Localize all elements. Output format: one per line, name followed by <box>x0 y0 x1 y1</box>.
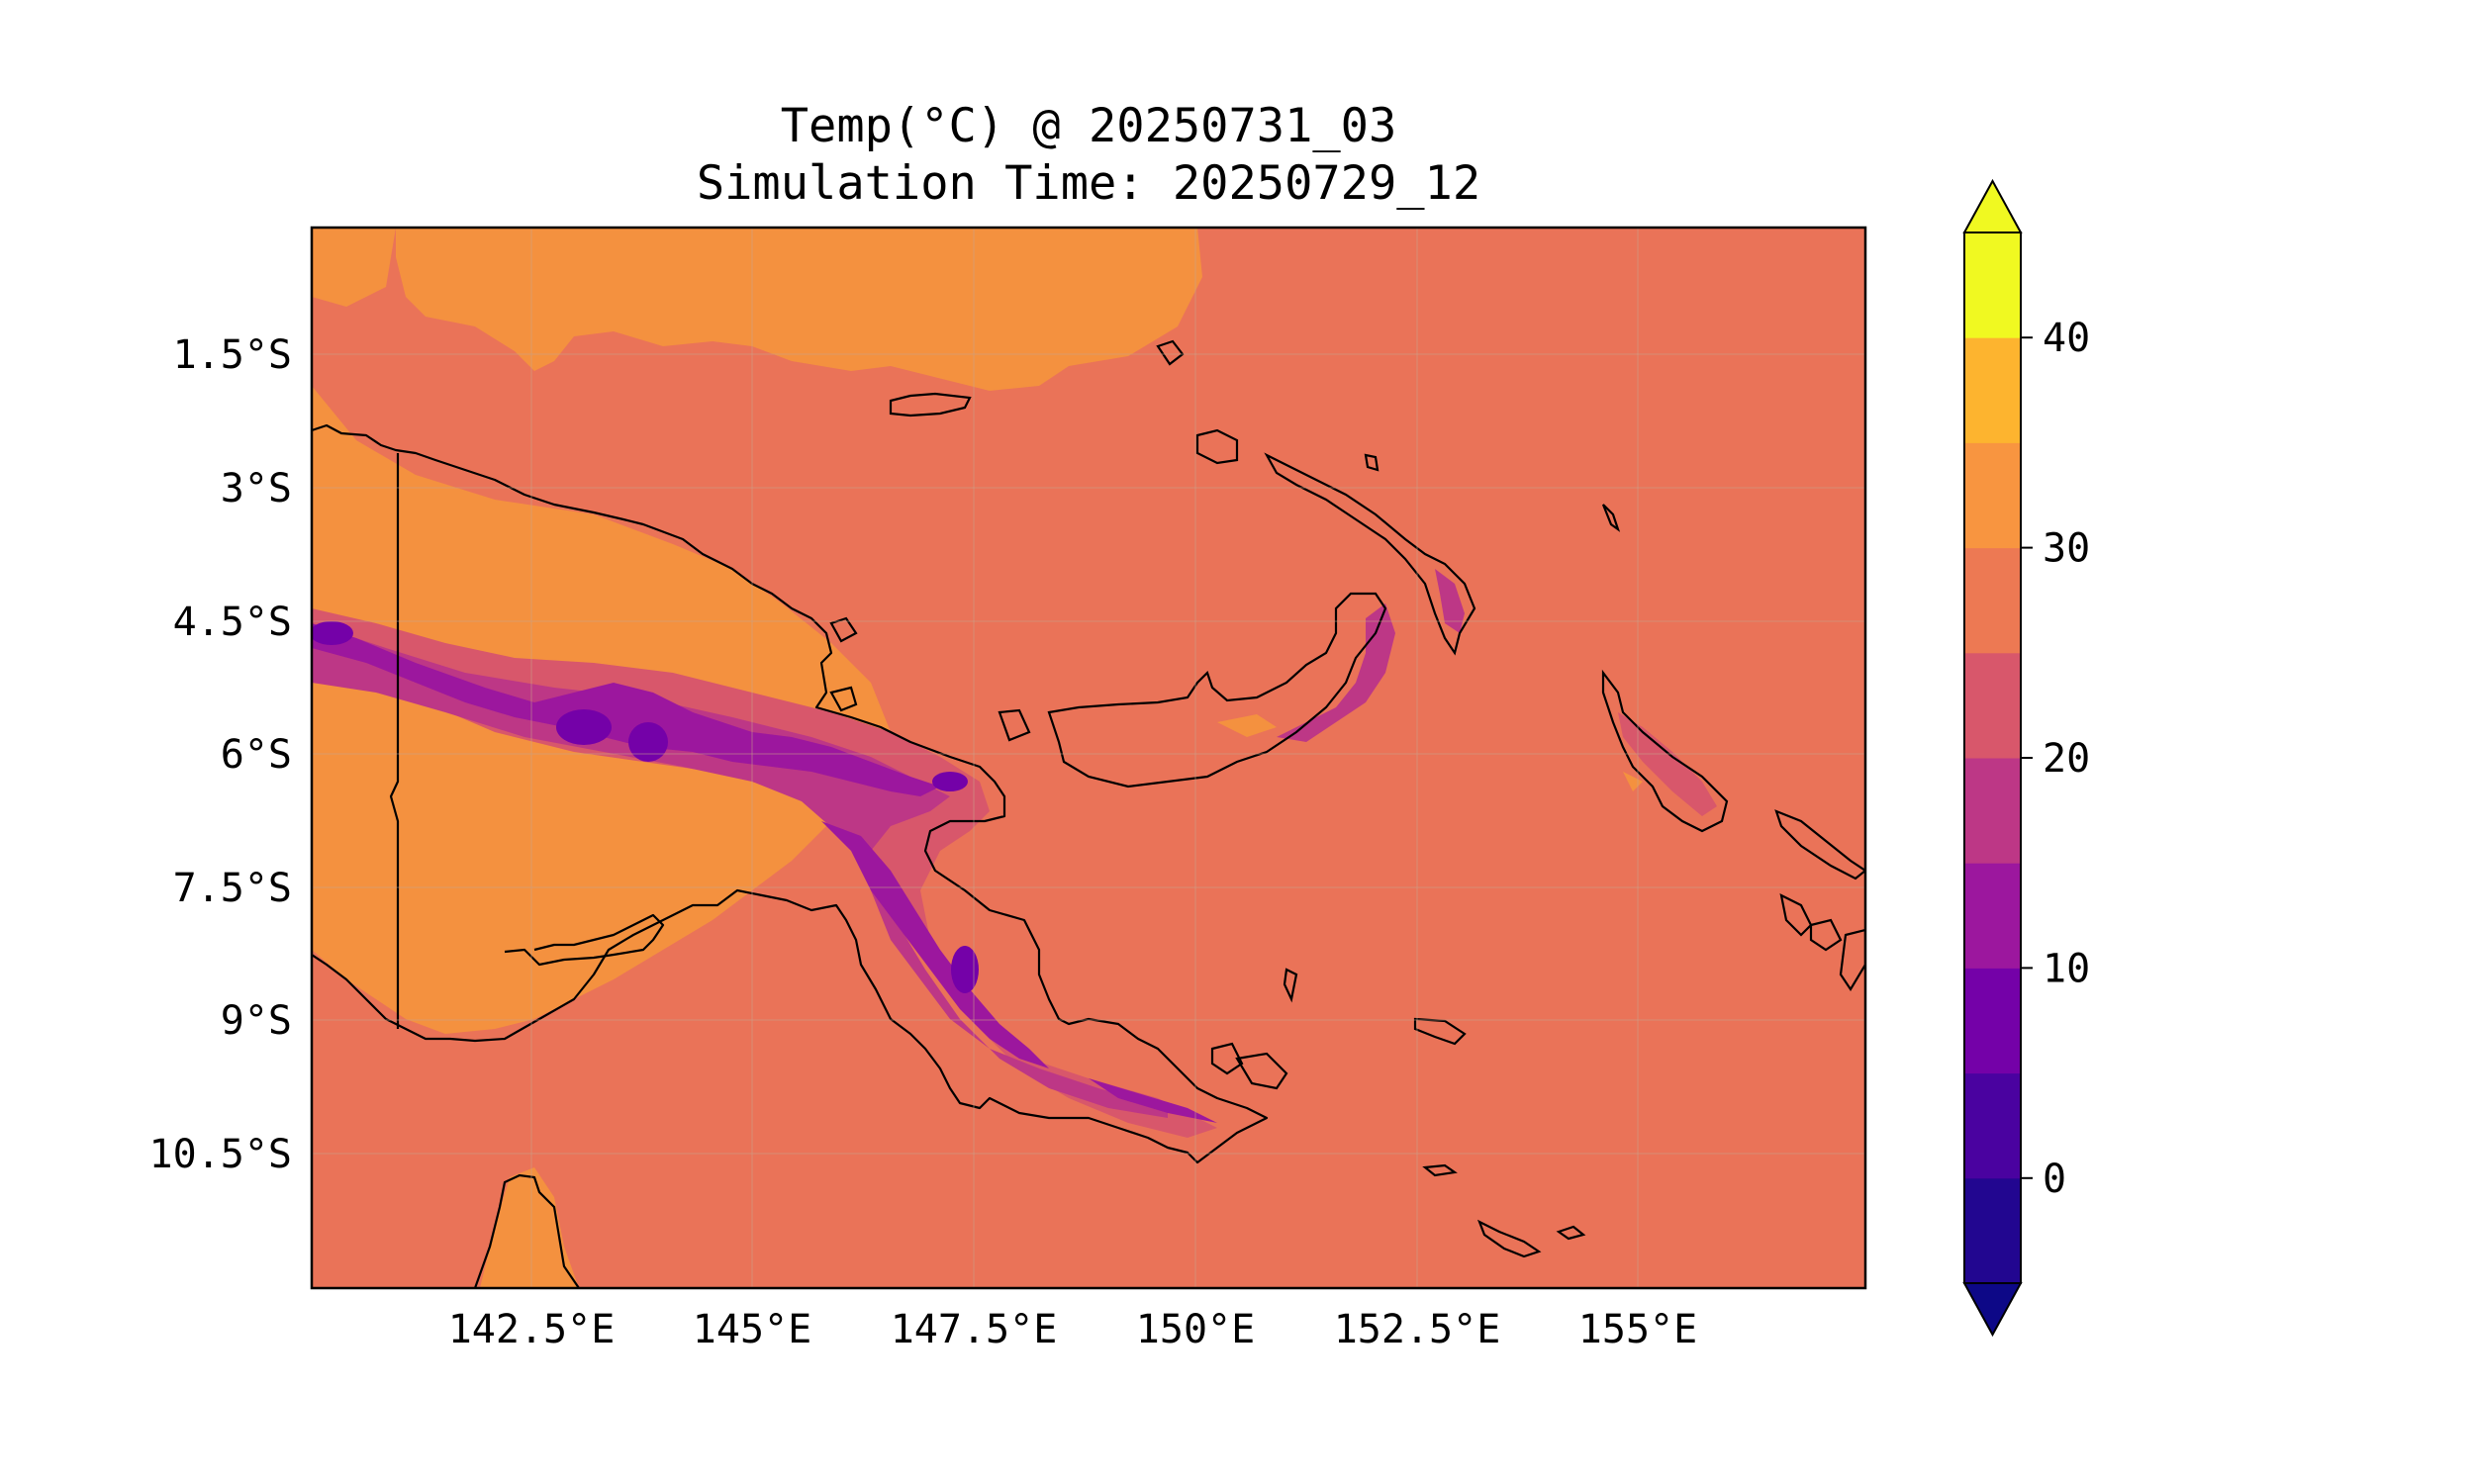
y-tick-label: 6°S <box>221 732 292 778</box>
colorbar-tick-label: 30 <box>2043 526 2090 572</box>
misima-island <box>1422 1163 1458 1177</box>
coastlines <box>312 339 1865 1288</box>
new-guinea-north-coast <box>312 423 1269 1164</box>
islet-d <box>1283 968 1298 1003</box>
gridlines <box>312 228 1865 1288</box>
trobriand-island <box>1210 1042 1244 1075</box>
y-tick-label: 3°S <box>221 466 292 511</box>
colorbar-segment <box>1964 863 2021 969</box>
gulf-rivers <box>504 913 665 967</box>
y-tick-label: 7.5°S <box>173 866 292 911</box>
map-title: Temp(°C) @ 20250731_03 <box>780 99 1397 153</box>
woodlark-island <box>1413 1017 1467 1046</box>
colorbar-tick-label: 0 <box>2043 1157 2066 1202</box>
x-axis-ticks: 142.5°E 145°E 147.5°E 150°E 152.5°E 155°… <box>448 1307 1698 1352</box>
y-tick-label: 10.5°S <box>149 1132 293 1177</box>
x-tick-label: 155°E <box>1578 1307 1697 1352</box>
colorbar-extend-under <box>1962 1282 2023 1338</box>
y-axis-ticks: 1.5°S 3°S 4.5°S 6°S 7.5°S 9°S 10.5°S <box>149 332 293 1177</box>
y-tick-label: 9°S <box>221 998 292 1044</box>
x-tick-label: 150°E <box>1136 1307 1255 1352</box>
x-tick-label: 147.5°E <box>891 1307 1058 1352</box>
cold-peak <box>951 946 979 993</box>
rossel-island <box>1556 1225 1586 1241</box>
islet-b <box>829 686 858 712</box>
cold-peak <box>556 709 612 745</box>
x-tick-label: 145°E <box>693 1307 811 1352</box>
louisiade-island <box>1476 1219 1542 1258</box>
map-subtitle: Simulation Time: 20250729_12 <box>696 156 1481 211</box>
cold-peak <box>932 772 968 791</box>
dentrecasteaux-island <box>1235 1052 1288 1090</box>
highland-core <box>312 623 940 796</box>
colorbar-segment <box>1964 547 2021 654</box>
colorbar-tick-label: 10 <box>2043 946 2090 991</box>
bougainville-coast <box>1601 669 1729 833</box>
colorbar-extend-over <box>1962 178 2023 233</box>
new-ireland-highlands <box>1435 569 1465 633</box>
colorbar-tick-label: 40 <box>2043 316 2090 361</box>
islet-g <box>1364 453 1380 472</box>
solomon-island-a <box>1774 809 1865 881</box>
highland-band-25 <box>312 608 1217 1138</box>
new-ireland-coast <box>1264 452 1476 656</box>
map-frame <box>310 226 1867 1290</box>
solomon-island-b <box>1779 893 1813 937</box>
cape-york-coast <box>473 1173 580 1288</box>
x-tick-label: 152.5°E <box>1334 1307 1501 1352</box>
cold-peak <box>628 722 668 762</box>
new-britain-warm-coast <box>1217 714 1277 737</box>
colorbar-segment <box>1964 652 2021 759</box>
temperature-field <box>312 228 1865 1288</box>
colorbar-segment <box>1964 442 2021 549</box>
islet-f <box>829 616 858 643</box>
biak-island <box>889 392 972 417</box>
warm-band-north-west <box>312 228 396 307</box>
manus-island <box>1195 428 1239 465</box>
colorbar-segment <box>1964 232 2021 338</box>
bougainville-highlands <box>1618 712 1717 816</box>
colorbar-segment <box>1964 1072 2021 1179</box>
cold-peak <box>312 621 353 645</box>
colorbar-segment <box>1964 758 2021 864</box>
highland-core-ridge <box>821 821 1049 1068</box>
solomon-island-c <box>1809 918 1843 952</box>
y-tick-label: 4.5°S <box>173 600 292 645</box>
x-tick-label: 142.5°E <box>448 1307 616 1352</box>
new-britain-highlands <box>1277 603 1395 742</box>
border-line <box>389 453 400 1029</box>
colorbar-segment <box>1964 968 2021 1074</box>
new-britain-coast <box>1047 592 1387 788</box>
colorbar-segment <box>1964 1177 2021 1284</box>
islet-e <box>1601 504 1621 532</box>
colorbar-tick-label: 20 <box>2043 736 2090 782</box>
y-tick-label: 1.5°S <box>173 332 292 378</box>
islet-c <box>998 708 1031 742</box>
colorbar-segment <box>1964 337 2021 443</box>
warm-band-north <box>396 228 1202 391</box>
solomon-island-d <box>1839 928 1865 992</box>
highland-core-southeast <box>1089 1078 1217 1123</box>
colorbar: 0 10 20 30 40 <box>1962 178 2090 1338</box>
cape-york-warm <box>480 1167 579 1288</box>
